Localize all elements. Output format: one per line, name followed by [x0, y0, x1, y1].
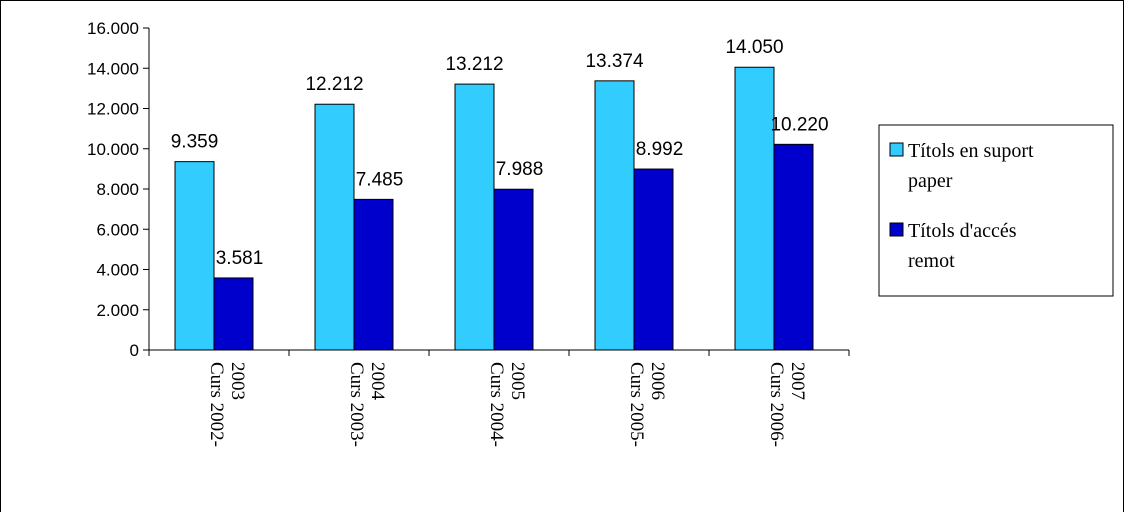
data-label: 7.485 [356, 169, 404, 190]
category-label-line: 2003 [227, 362, 248, 400]
y-tick-label: 12.000 [87, 100, 139, 119]
data-label: 8.992 [636, 139, 684, 160]
legend-swatch [889, 142, 904, 157]
category-label: Curs 2006- 2007 [766, 362, 808, 447]
y-tick-label: 10.000 [87, 140, 139, 159]
data-label: 13.374 [585, 51, 644, 72]
y-tick-label: 2.000 [96, 301, 139, 320]
data-label: 9.359 [171, 132, 219, 153]
bar-series-1 [454, 83, 495, 351]
category-label-line: Curs 2006- [766, 362, 787, 447]
bar-series-1 [594, 80, 635, 351]
category-label-line: 2006 [647, 362, 668, 400]
data-label: 12.212 [305, 74, 363, 95]
legend-swatch [889, 222, 904, 237]
legend-box [878, 124, 1114, 297]
bar-series-2 [633, 168, 674, 351]
category-label-line: Curs 2005- [626, 362, 647, 447]
category-label: Curs 2005- 2006 [626, 362, 668, 447]
category-label-line: 2004 [367, 362, 388, 401]
category-label-line: Curs 2003- [346, 362, 367, 447]
y-tick-label: 14.000 [87, 59, 139, 78]
legend-label: remot [908, 250, 955, 272]
bar-series-1 [174, 161, 215, 351]
category-label: Curs 2004- 2005 [486, 362, 528, 447]
legend-label: paper [908, 170, 953, 192]
bar-series-2 [353, 198, 394, 351]
y-tick-label: 16.000 [87, 19, 139, 38]
y-axis: 0 2.000 4.000 6.000 8.000 10.000 12.000 14.000 1… [87, 19, 150, 360]
y-tick-label: 6.000 [96, 220, 139, 239]
bar-series-2 [213, 277, 254, 351]
bar-series-2 [773, 143, 814, 351]
data-label: 13.212 [445, 54, 503, 75]
y-tick-label: 4.000 [96, 261, 139, 280]
category-label-line: 2005 [507, 362, 528, 400]
y-tick-label: 8.000 [96, 180, 139, 199]
category-label-line: Curs 2002- [206, 362, 227, 447]
data-label: 10.220 [770, 114, 828, 135]
data-label: 14.050 [725, 37, 783, 58]
bar-series-1 [314, 103, 355, 351]
legend: Títols en suport paper Títols d'accés remot [878, 124, 1114, 297]
category-label: Curs 2002- 2003 [206, 362, 248, 447]
data-label: 3.581 [216, 248, 264, 269]
category-label-line: 2007 [787, 362, 808, 400]
category-label: Curs 2003- 2004 [346, 362, 388, 447]
bars [174, 66, 814, 351]
y-tick-label: 0 [130, 341, 139, 360]
bar-series-2 [493, 188, 534, 351]
data-labels: 9.359 12.212 13.212 13.374 14.050 3.581 7.485 7… [171, 37, 829, 269]
data-label: 7.988 [496, 159, 544, 180]
category-label-line: Curs 2004- [486, 362, 507, 447]
legend-label: Títols en suport [908, 140, 1034, 162]
x-axis: Curs 2002- 2003 Curs 2003- 2004 Curs 2004- 20… [148, 349, 850, 447]
bar-series-1 [734, 66, 775, 351]
legend-label: Títols d'accés [908, 220, 1017, 242]
